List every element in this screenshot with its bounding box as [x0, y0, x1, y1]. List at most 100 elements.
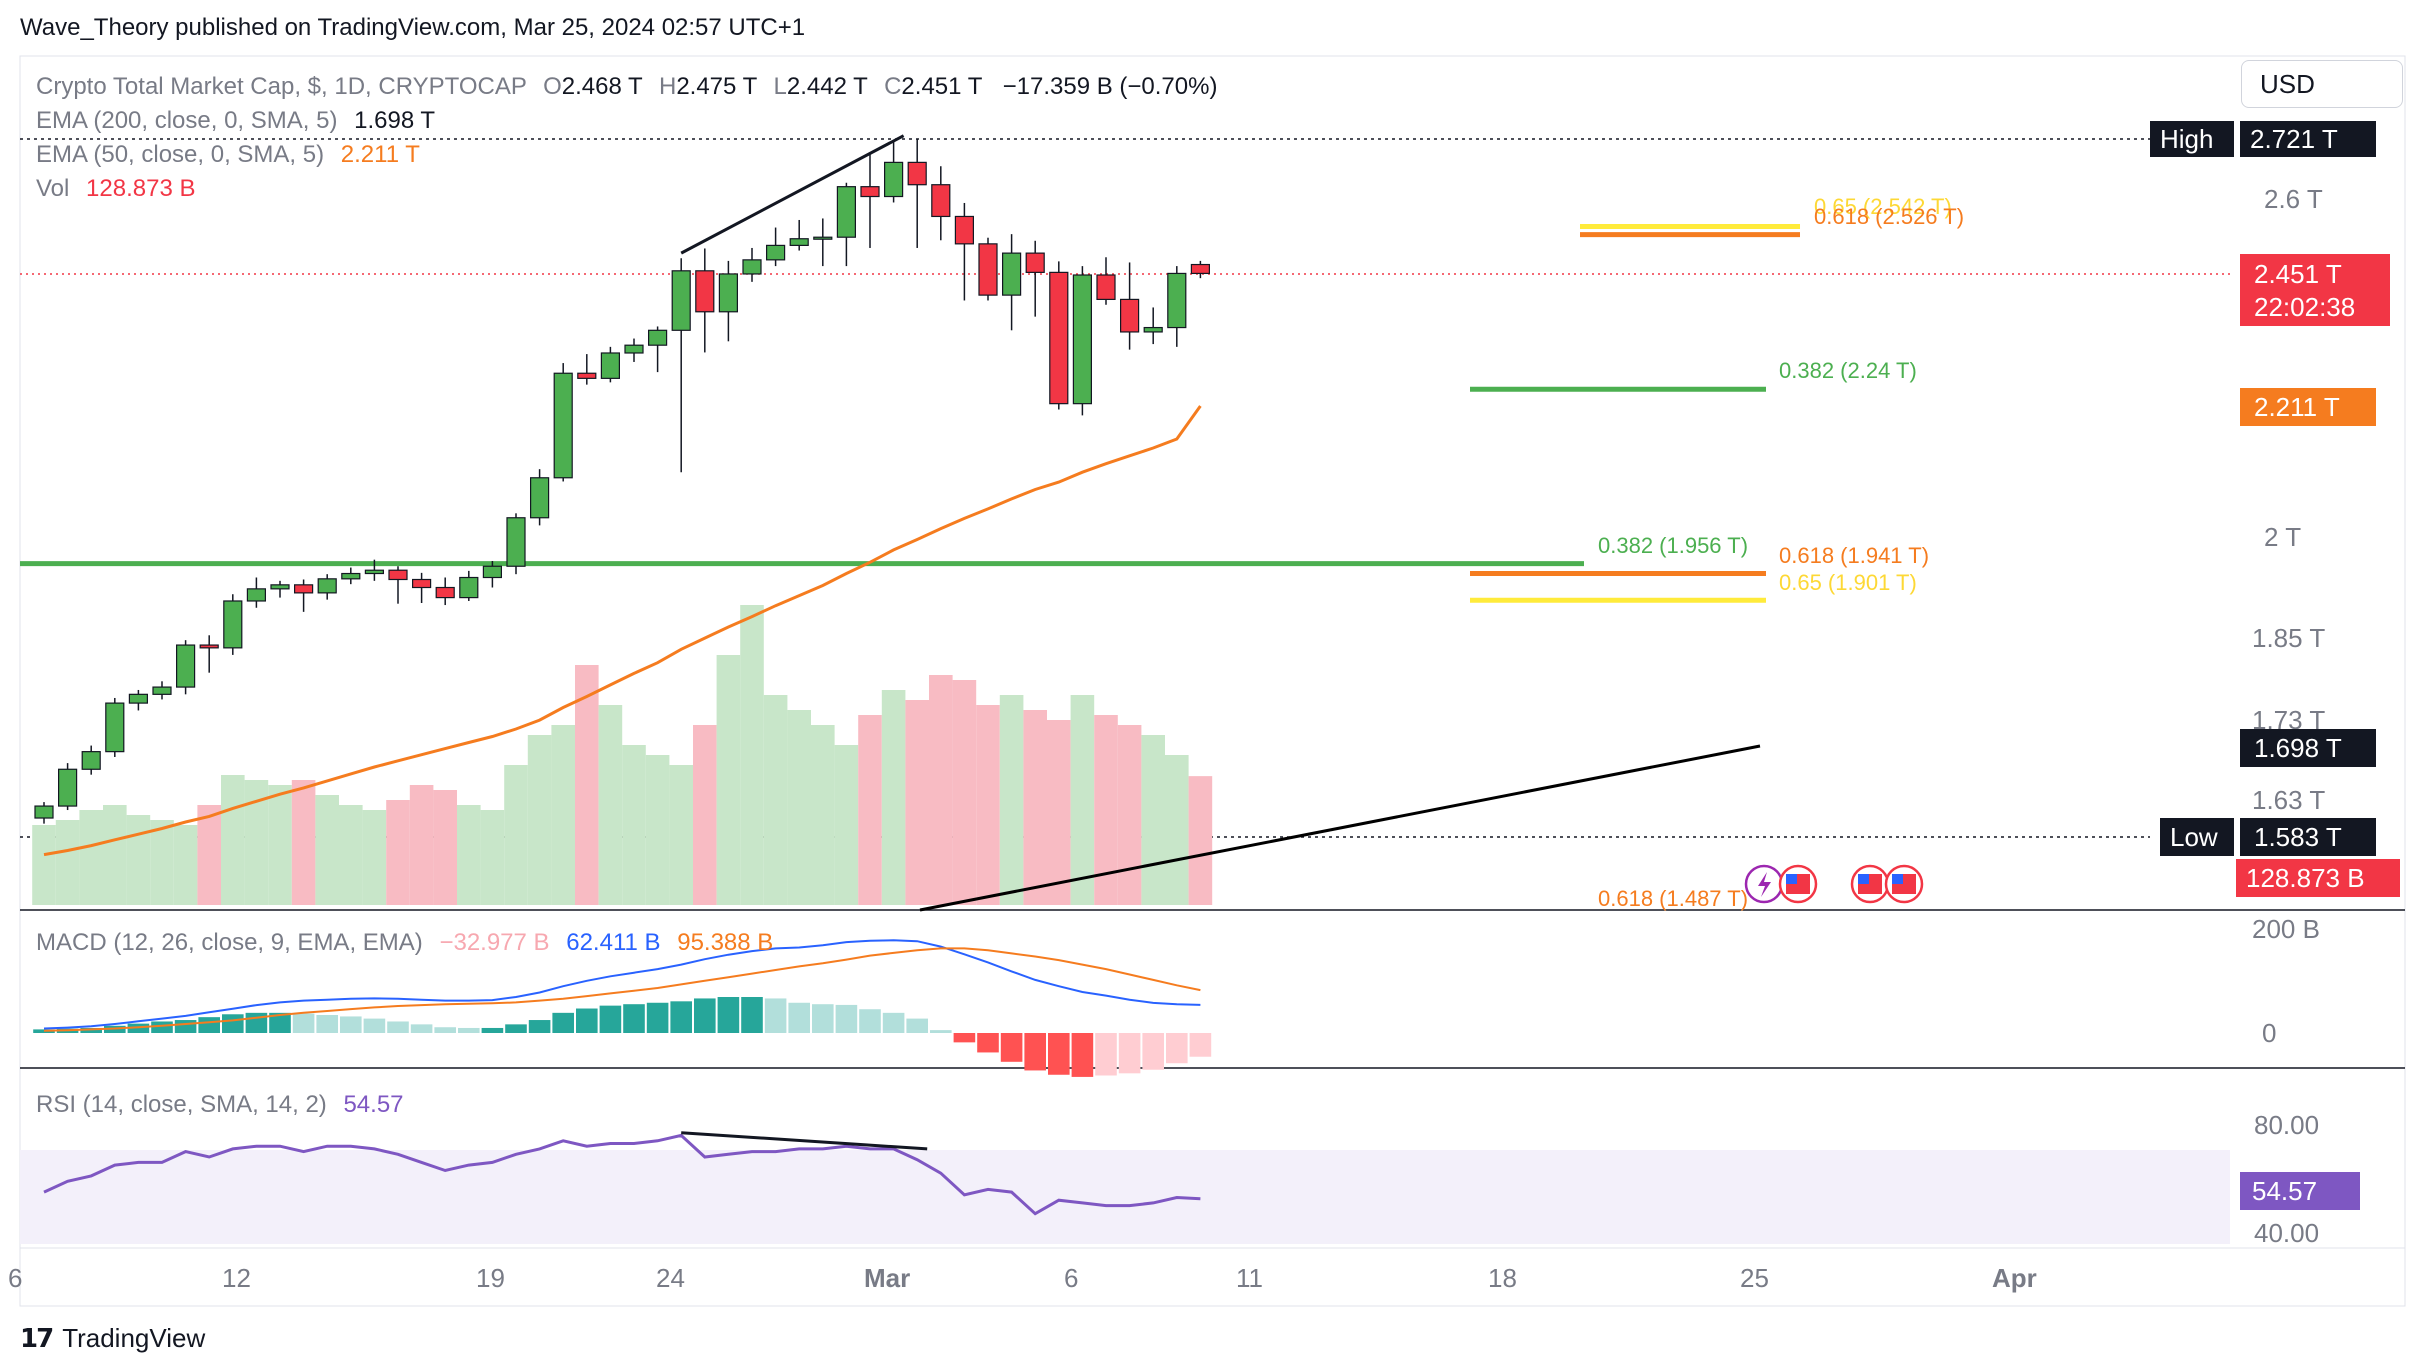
- macd-histogram-bar: [410, 1024, 433, 1033]
- volume-bar: [952, 680, 977, 905]
- high-badge: High 2.721 T: [2150, 121, 2376, 157]
- volume-bar: [126, 815, 151, 905]
- candle-up: [671, 270, 691, 331]
- tradingview-footer[interactable]: 𝟭𝟳 TradingView: [20, 1318, 205, 1358]
- candle-up: [246, 588, 266, 602]
- macd-histogram-bar: [576, 1008, 598, 1033]
- volume-bar: [1094, 715, 1118, 905]
- volume-bar: [881, 690, 906, 905]
- legend-o-value: 2.468 T: [562, 73, 643, 100]
- time-label-feb6: 6: [8, 1263, 22, 1293]
- currency-button[interactable]: USD: [2241, 60, 2403, 108]
- macd-histogram-bar: [1166, 1033, 1188, 1064]
- volume-bar: [315, 795, 339, 905]
- fib-label-618-lower: 0.618 (1.941 T): [1779, 543, 1929, 568]
- candle-up: [270, 584, 290, 590]
- last-price-badge-countdown: 22:02:38: [2254, 292, 2355, 322]
- us-flag-canton-1: [1786, 874, 1797, 884]
- ema200-badge: 1.698 T: [2240, 729, 2376, 767]
- ema50-badge-value: 2.211 T: [2254, 392, 2340, 422]
- us-flag-canton-2: [1858, 874, 1869, 884]
- macd-histogram-bar: [646, 1002, 669, 1033]
- volume-bar: [527, 735, 552, 905]
- high-badge-label: High: [2160, 124, 2213, 154]
- macd-histogram-bar: [717, 997, 740, 1033]
- macd-histogram-bar: [363, 1018, 386, 1033]
- macd-histogram-bar: [670, 1001, 692, 1033]
- candle-up: [105, 702, 125, 753]
- volume-bar: [1023, 710, 1047, 905]
- legend-h-label: H: [659, 73, 676, 100]
- volume-badge-bg: [2236, 859, 2400, 897]
- candle-up: [718, 273, 739, 313]
- volume-bar: [1117, 725, 1142, 905]
- volume-bar: [834, 745, 859, 905]
- volume-bar: [244, 780, 269, 905]
- low-badge-label-bg: [2160, 818, 2234, 856]
- candle-down: [1049, 271, 1069, 405]
- volume-bar: [622, 745, 646, 905]
- rsi-band: [20, 1150, 2230, 1244]
- candle-down: [1119, 298, 1140, 333]
- candle-down: [577, 372, 597, 379]
- ema200-line: [919, 744, 1761, 912]
- volume-bar: [268, 785, 292, 905]
- legend-macd-signal: 95.388 B: [677, 929, 773, 956]
- macd-histogram-bar: [930, 1030, 952, 1033]
- macd-histogram-bar: [1071, 1033, 1094, 1077]
- candle-down: [860, 186, 880, 198]
- volume-bar: [480, 810, 505, 905]
- ema50-badge-bg: [2240, 388, 2376, 426]
- macd-histogram-bar: [788, 1002, 810, 1033]
- candle-down: [388, 569, 408, 581]
- macd-histogram-bar: [198, 1017, 220, 1033]
- macd-histogram-bar: [1118, 1033, 1141, 1074]
- high-badge-value: 2.721 T: [2250, 124, 2338, 154]
- macd-histogram-bar: [316, 1015, 338, 1033]
- macd-histogram-bar: [977, 1033, 999, 1053]
- volume-bar: [551, 725, 575, 905]
- candle-down: [931, 184, 951, 218]
- volume-bar: [55, 820, 80, 905]
- candle-up: [317, 578, 337, 594]
- candle-up: [765, 244, 786, 261]
- volume-bar: [173, 825, 198, 905]
- last-price-badge: 2.451 T 22:02:38: [2240, 254, 2390, 326]
- volume-bar: [291, 780, 316, 905]
- legend-c-value: 2.451 T: [901, 73, 982, 100]
- macd-histogram-bar: [151, 1021, 173, 1033]
- us-flag-canton-3: [1892, 874, 1903, 884]
- chart-frame: [19, 55, 2406, 1307]
- legend-ema50: EMA (50, close, 0, SMA, 5) 2.211 T: [36, 141, 420, 168]
- macd-histogram-bar: [528, 1020, 551, 1033]
- macd-histogram-bar: [741, 997, 763, 1033]
- time-label-mar6: 6: [1064, 1263, 1078, 1293]
- volume-bar: [1141, 735, 1165, 905]
- macd-signal-line: [43, 947, 1201, 1032]
- macd-histogram-bar: [599, 1005, 622, 1033]
- volume-bar: [1047, 720, 1071, 905]
- candle-down: [695, 270, 715, 313]
- ema200-badge-value: 1.698 T: [2254, 733, 2342, 763]
- legend-vol-label: Vol: [36, 175, 69, 202]
- macd-histogram-bar: [1000, 1033, 1023, 1062]
- macd-histogram-bar: [292, 1013, 315, 1033]
- volume-bar: [103, 805, 127, 905]
- volume-bar: [976, 705, 1000, 905]
- legend-rsi-label: RSI (14, close, SMA, 14, 2): [36, 1091, 327, 1118]
- candle-down: [412, 578, 432, 589]
- volume-bar: [1165, 755, 1189, 905]
- candle-up: [506, 517, 526, 567]
- ema50-badge: 2.211 T: [2240, 388, 2376, 426]
- fib-label-65-lower: 0.65 (1.901 T): [1779, 570, 1917, 595]
- rsi-divergence-trendline: [681, 1131, 928, 1151]
- macd-histogram-bar: [552, 1012, 574, 1033]
- macd-histogram-bar: [882, 1012, 905, 1033]
- macd-histogram-bar: [906, 1018, 928, 1033]
- candle-up: [883, 161, 904, 198]
- candle-up: [529, 477, 550, 519]
- macd-histogram-bar: [174, 1020, 197, 1033]
- volume-bar: [787, 710, 811, 905]
- volume-bar: [929, 675, 953, 905]
